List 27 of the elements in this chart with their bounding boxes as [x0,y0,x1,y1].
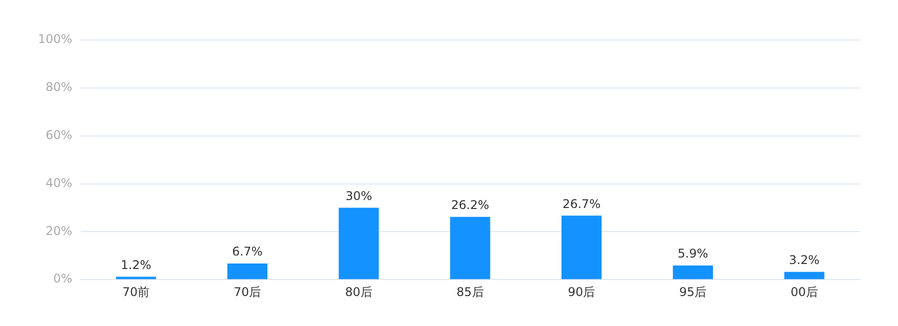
x-tick-label: 80后 [345,284,372,299]
y-tick-label: 60% [46,128,72,142]
x-tick-label: 85后 [456,284,484,299]
y-tick-label: 0% [53,272,72,286]
bar [450,216,490,280]
data-label: 30% [345,188,372,203]
x-tick-label: 70后 [234,284,262,299]
x-tick-label: 00后 [790,284,818,299]
bar [338,208,379,280]
x-tick-label: 70前 [122,284,150,299]
data-label: 26.7% [562,196,601,211]
y-tick-label: 40% [46,176,72,190]
y-tick-label: 80% [46,80,72,94]
y-tick-label: 100% [38,32,72,46]
bar [116,276,156,280]
data-label: 1.2% [120,258,152,272]
data-label: 6.7% [232,244,263,259]
bar [784,272,824,280]
y-tick-label: 20% [46,224,72,238]
x-tick-label: 90后 [568,284,596,299]
data-label: 3.2% [789,253,820,268]
data-label: 5.9% [678,246,708,261]
bar [227,264,268,280]
data-label: 26.2% [451,198,490,212]
bar [672,265,713,280]
bar [561,216,602,280]
x-tick-label: 95后 [679,284,707,299]
